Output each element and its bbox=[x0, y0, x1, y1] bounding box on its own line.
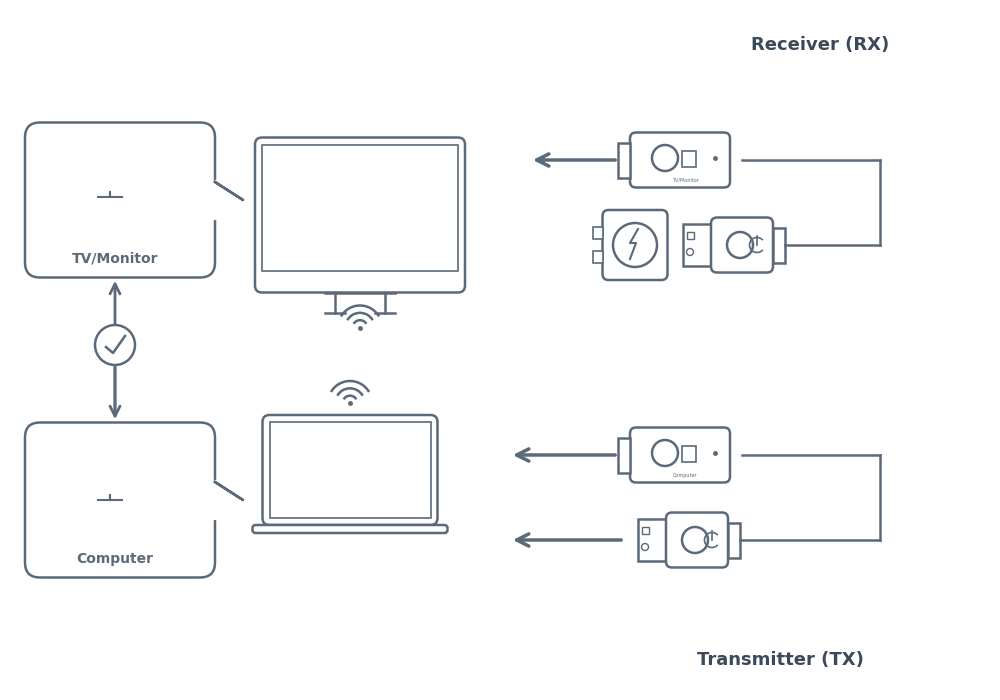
Circle shape bbox=[652, 440, 678, 466]
FancyBboxPatch shape bbox=[666, 512, 728, 568]
Text: TV/Monitor: TV/Monitor bbox=[72, 251, 158, 265]
FancyBboxPatch shape bbox=[25, 423, 215, 578]
FancyBboxPatch shape bbox=[630, 428, 730, 482]
Bar bbox=[262, 144, 458, 270]
Bar bbox=[687, 232, 694, 239]
FancyBboxPatch shape bbox=[711, 218, 773, 272]
Bar bbox=[682, 446, 696, 462]
Circle shape bbox=[652, 145, 678, 171]
Circle shape bbox=[686, 248, 694, 256]
FancyBboxPatch shape bbox=[252, 525, 447, 533]
Bar bbox=[618, 438, 630, 472]
Bar bbox=[638, 519, 666, 561]
Circle shape bbox=[95, 325, 135, 365]
Bar bbox=[642, 527, 649, 534]
Circle shape bbox=[642, 543, 648, 550]
Text: Computer: Computer bbox=[673, 473, 697, 478]
Text: TV/Monitor: TV/Monitor bbox=[672, 178, 698, 183]
Circle shape bbox=[613, 223, 657, 267]
Text: Transmitter (TX): Transmitter (TX) bbox=[697, 651, 863, 669]
Bar bbox=[78, 148, 142, 186]
FancyBboxPatch shape bbox=[25, 122, 215, 277]
Text: Computer: Computer bbox=[76, 552, 154, 566]
Bar bbox=[270, 422, 430, 518]
Bar bbox=[592, 251, 602, 263]
Bar bbox=[728, 522, 740, 557]
Bar bbox=[773, 228, 785, 262]
Polygon shape bbox=[215, 482, 243, 518]
Text: Receiver (RX): Receiver (RX) bbox=[751, 36, 889, 54]
FancyBboxPatch shape bbox=[255, 137, 465, 293]
FancyBboxPatch shape bbox=[262, 415, 438, 525]
FancyBboxPatch shape bbox=[72, 142, 148, 192]
Polygon shape bbox=[215, 182, 243, 218]
FancyBboxPatch shape bbox=[72, 445, 148, 495]
Bar bbox=[682, 151, 696, 167]
FancyBboxPatch shape bbox=[602, 210, 668, 280]
Circle shape bbox=[727, 232, 753, 258]
Bar bbox=[683, 224, 711, 266]
FancyBboxPatch shape bbox=[630, 132, 730, 188]
Bar bbox=[618, 143, 630, 178]
Bar bbox=[592, 227, 602, 239]
Bar bbox=[78, 451, 142, 489]
Circle shape bbox=[682, 527, 708, 553]
